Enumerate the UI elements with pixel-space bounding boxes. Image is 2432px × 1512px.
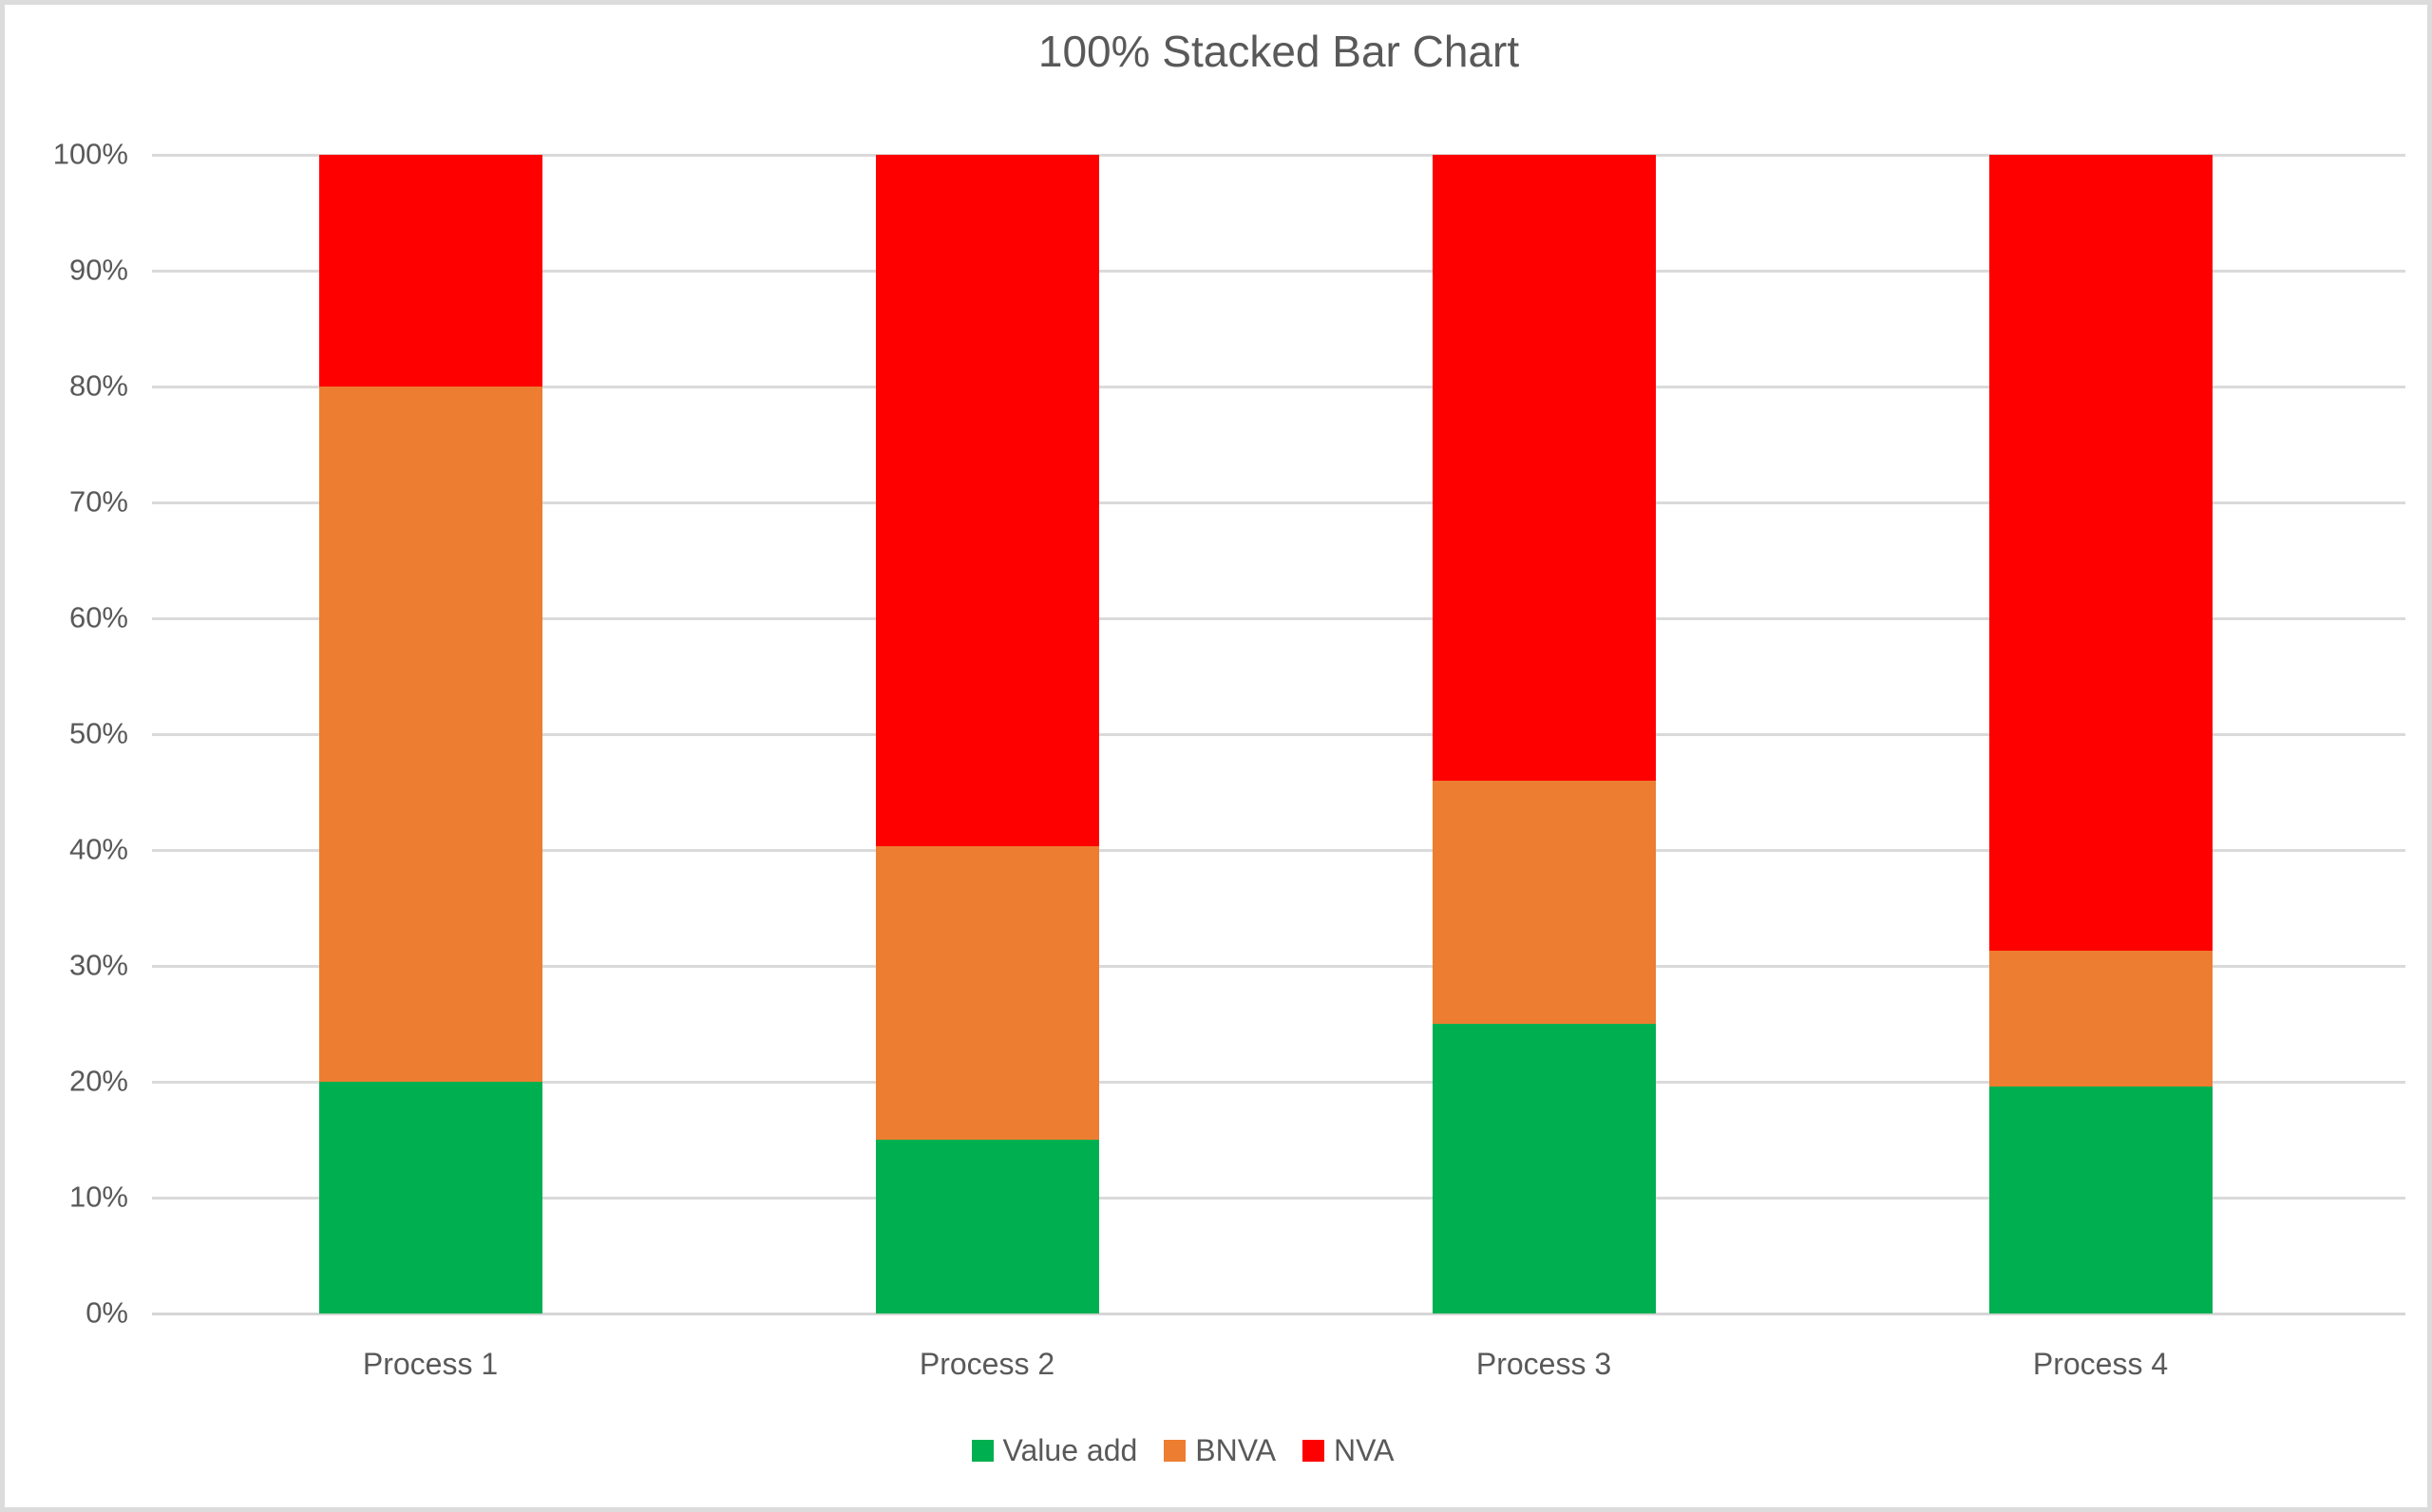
y-tick-label: 70% xyxy=(68,484,128,519)
bar-segment-value-add-2 xyxy=(875,1140,1099,1314)
gridline xyxy=(152,1081,2405,1084)
bar-segment-bnva-4 xyxy=(1988,951,2213,1087)
y-tick-label: 90% xyxy=(68,253,128,287)
gridline xyxy=(152,733,2405,736)
gridline xyxy=(152,386,2405,388)
legend: Value add BNVA NVA xyxy=(5,1429,2361,1471)
y-tick-label: 40% xyxy=(68,832,128,866)
bar-segment-nva-2 xyxy=(875,155,1099,847)
bar-segment-value-add-3 xyxy=(1432,1024,1656,1314)
legend-item-nva: NVA xyxy=(1302,1433,1394,1468)
bar-segment-bnva-3 xyxy=(1432,780,1656,1024)
legend-label: BNVA xyxy=(1195,1432,1277,1467)
y-tick-label: 60% xyxy=(68,600,128,634)
y-tick-label: 80% xyxy=(68,369,128,403)
y-tick-label: 100% xyxy=(52,137,128,171)
chart-title: 100% Stacked Bar Chart xyxy=(1037,27,1520,76)
bar-segment-nva-3 xyxy=(1432,155,1656,781)
legend-label: NVA xyxy=(1334,1432,1395,1467)
bar-segment-nva-4 xyxy=(1988,155,2213,952)
legend-swatch-nva-icon xyxy=(1302,1439,1325,1462)
legend-swatch-bnva-icon xyxy=(1164,1439,1187,1462)
legend-item-bnva: BNVA xyxy=(1164,1433,1276,1468)
gridline xyxy=(152,617,2405,620)
bar-segment-nva-1 xyxy=(318,155,542,387)
gridline xyxy=(152,965,2405,968)
gridline xyxy=(152,270,2405,273)
legend-item-value-add: Value add xyxy=(971,1432,1138,1468)
bar-segment-bnva-2 xyxy=(875,846,1099,1140)
y-tick-label: 10% xyxy=(68,1180,128,1214)
bar-segment-bnva-1 xyxy=(318,387,542,1082)
y-tick-label: 20% xyxy=(68,1064,128,1098)
gridline xyxy=(152,154,2405,157)
category-label: Process 1 xyxy=(362,1347,499,1381)
category-label: Process 2 xyxy=(919,1347,1055,1381)
y-tick-label: 50% xyxy=(68,716,128,750)
y-tick-label: 30% xyxy=(68,948,128,982)
x-axis-line xyxy=(152,1313,2405,1315)
y-tick-label: 0% xyxy=(86,1295,128,1330)
gridline xyxy=(152,1197,2405,1200)
legend-label: Value add xyxy=(1002,1432,1138,1467)
category-label: Process 3 xyxy=(1475,1347,1612,1381)
category-label: Process 4 xyxy=(2032,1347,2169,1381)
gridline xyxy=(152,849,2405,852)
bar-segment-value-add-1 xyxy=(318,1082,542,1314)
bar-segment-value-add-4 xyxy=(1988,1086,2213,1314)
gridline xyxy=(152,501,2405,504)
legend-swatch-value-add-icon xyxy=(971,1439,994,1462)
